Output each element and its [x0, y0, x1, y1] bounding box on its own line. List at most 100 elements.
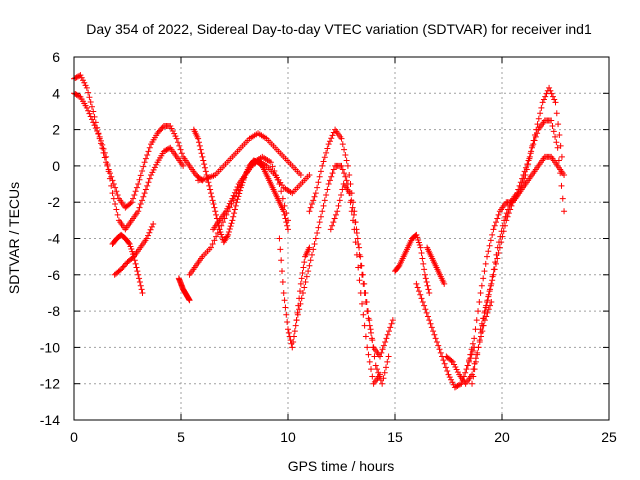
series-track-r	[469, 84, 565, 387]
y-axis-label: SDTVAR / TECUs	[6, 182, 22, 294]
data-point	[317, 168, 324, 175]
data-point	[540, 96, 547, 103]
data-point	[440, 357, 447, 364]
data-point	[136, 279, 143, 286]
data-point	[281, 297, 288, 304]
data-point	[338, 191, 345, 198]
data-point	[329, 222, 336, 229]
data-point	[159, 124, 166, 131]
data-point	[225, 228, 232, 235]
data-point	[552, 99, 559, 106]
data-point	[505, 210, 512, 217]
series-track-i	[210, 157, 313, 233]
data-point	[315, 224, 322, 231]
data-point	[537, 110, 544, 117]
data-point	[214, 230, 221, 237]
data-point	[339, 166, 346, 173]
data-point	[290, 338, 297, 345]
data-point	[368, 335, 375, 342]
data-point	[455, 382, 462, 389]
data-point	[141, 159, 148, 166]
y-tick-label: -14	[40, 412, 60, 428]
data-point	[209, 240, 216, 247]
data-point	[467, 351, 474, 358]
data-point	[308, 201, 315, 208]
data-point	[303, 273, 310, 280]
data-point	[374, 366, 381, 373]
data-point	[424, 282, 431, 289]
data-point	[225, 203, 232, 210]
data-point	[555, 157, 562, 164]
data-point	[138, 286, 145, 293]
data-point	[216, 226, 223, 233]
data-point	[380, 375, 387, 382]
data-point	[350, 211, 357, 218]
data-point	[330, 129, 337, 136]
data-point	[518, 182, 525, 189]
data-point	[383, 364, 390, 371]
data-point	[280, 208, 287, 215]
data-point	[276, 181, 283, 188]
data-point	[237, 187, 244, 194]
data-point	[496, 244, 503, 251]
data-point	[224, 233, 231, 240]
data-point	[135, 181, 142, 188]
data-point	[349, 204, 356, 211]
data-point	[208, 193, 215, 200]
data-point	[291, 328, 298, 335]
data-point	[141, 190, 148, 197]
data-point	[482, 304, 489, 311]
data-point	[475, 344, 482, 351]
data-point	[416, 242, 423, 249]
data-point	[414, 234, 421, 241]
data-point	[336, 197, 343, 204]
data-point	[311, 240, 318, 247]
data-point	[135, 271, 142, 278]
data-point	[366, 322, 373, 329]
data-point	[487, 237, 494, 244]
data-point	[267, 159, 274, 166]
data-point	[481, 309, 488, 316]
data-point	[180, 162, 187, 169]
data-point	[538, 104, 545, 111]
data-point	[521, 175, 528, 182]
data-point	[128, 246, 135, 253]
data-point	[493, 260, 500, 267]
data-point	[227, 223, 234, 230]
data-point	[441, 360, 448, 367]
data-point	[231, 189, 238, 196]
data-point	[116, 267, 123, 274]
data-point	[464, 362, 471, 369]
data-point	[310, 246, 317, 253]
data-point	[469, 380, 476, 387]
data-point	[342, 173, 349, 180]
data-point	[376, 373, 383, 380]
data-point	[453, 383, 460, 390]
data-point	[473, 317, 480, 324]
data-point	[328, 173, 335, 180]
data-point	[299, 269, 306, 276]
data-point	[428, 324, 435, 331]
data-point	[363, 299, 370, 306]
data-point	[72, 91, 79, 98]
data-point	[343, 157, 350, 164]
data-point	[321, 197, 328, 204]
data-point	[280, 289, 287, 296]
data-point	[127, 243, 134, 250]
data-point	[341, 170, 348, 177]
data-point	[519, 179, 526, 186]
data-point	[137, 172, 144, 179]
data-point	[154, 130, 161, 137]
data-point	[153, 161, 160, 168]
data-point	[131, 191, 138, 198]
data-point	[480, 275, 487, 282]
data-point	[299, 289, 306, 296]
data-point	[355, 240, 362, 247]
data-point	[418, 250, 425, 257]
data-point	[289, 344, 296, 351]
data-point	[109, 190, 116, 197]
data-point	[498, 239, 505, 246]
data-point	[319, 162, 326, 169]
data-point	[561, 208, 568, 215]
